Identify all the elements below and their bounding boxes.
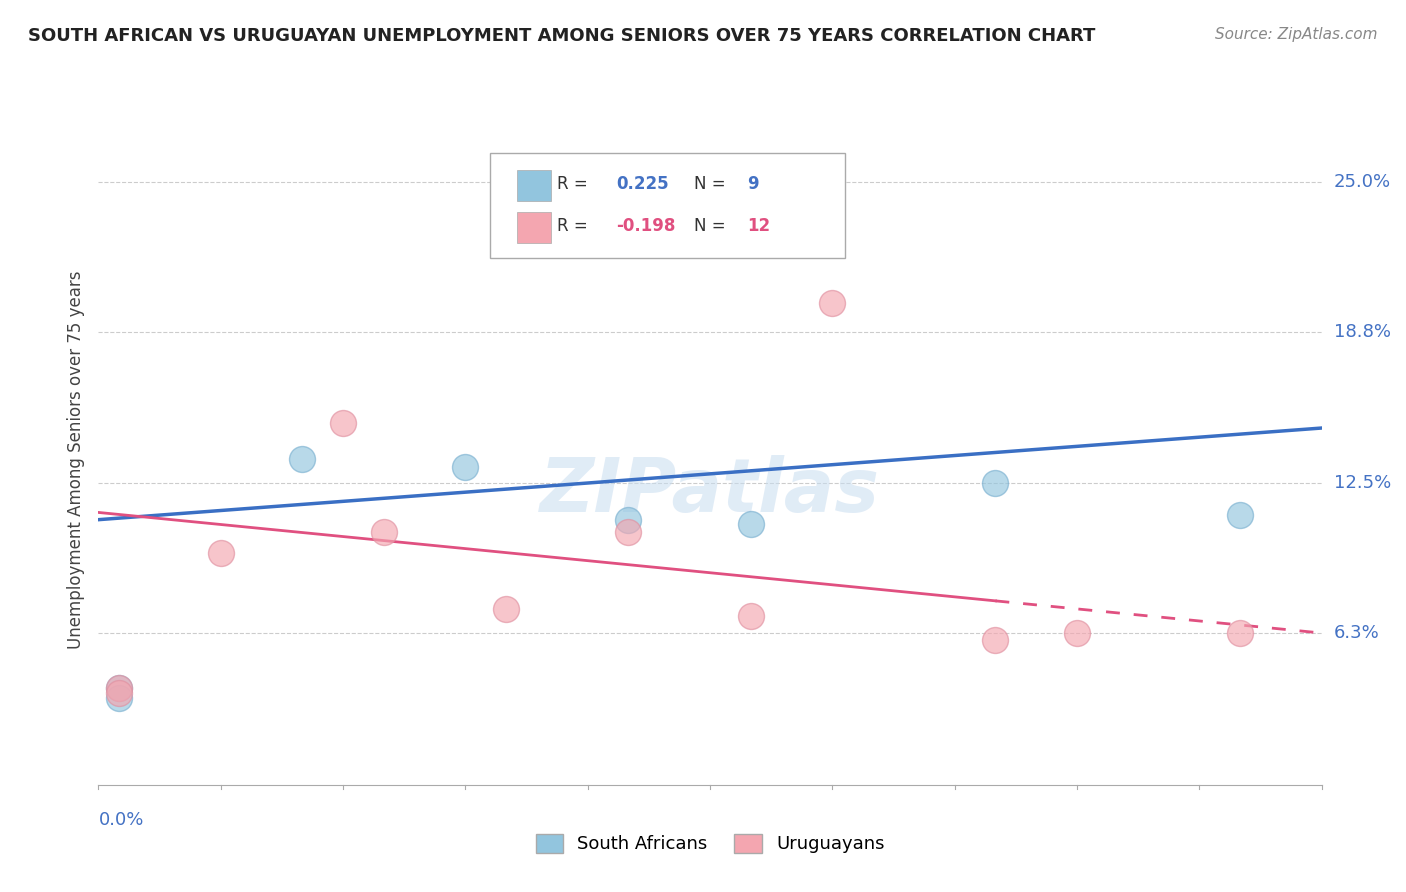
Point: [108, 681, 131, 696]
Text: 0.225: 0.225: [616, 176, 668, 194]
Point: [108, 686, 131, 700]
Point: [984, 633, 1007, 648]
Text: 18.8%: 18.8%: [1334, 323, 1391, 341]
Text: Source: ZipAtlas.com: Source: ZipAtlas.com: [1215, 27, 1378, 42]
Point: [454, 459, 477, 474]
Text: R =: R =: [557, 176, 593, 194]
Point: [108, 681, 131, 696]
Text: 25.0%: 25.0%: [1334, 173, 1391, 191]
Point: [821, 295, 844, 310]
Point: [1066, 626, 1088, 640]
Point: [291, 452, 314, 467]
Point: [495, 602, 517, 616]
Point: [984, 476, 1007, 491]
Point: [740, 517, 762, 532]
Text: 12.5%: 12.5%: [1334, 475, 1391, 492]
Point: [209, 546, 232, 560]
Text: R =: R =: [557, 218, 593, 235]
Text: N =: N =: [695, 218, 731, 235]
Text: 0.0%: 0.0%: [98, 811, 143, 829]
Point: [1229, 626, 1251, 640]
Point: [332, 416, 354, 430]
Text: SOUTH AFRICAN VS URUGUAYAN UNEMPLOYMENT AMONG SENIORS OVER 75 YEARS CORRELATION : SOUTH AFRICAN VS URUGUAYAN UNEMPLOYMENT …: [28, 27, 1095, 45]
Point: [373, 524, 395, 539]
FancyBboxPatch shape: [517, 170, 551, 201]
FancyBboxPatch shape: [489, 153, 845, 258]
Point: [740, 609, 762, 624]
Text: N =: N =: [695, 176, 731, 194]
Text: 6.3%: 6.3%: [1334, 624, 1379, 642]
FancyBboxPatch shape: [517, 212, 551, 243]
Text: 12: 12: [747, 218, 770, 235]
Point: [617, 513, 640, 527]
Legend: South Africans, Uruguayans: South Africans, Uruguayans: [529, 827, 891, 861]
Point: [1229, 508, 1251, 522]
Text: -0.198: -0.198: [616, 218, 675, 235]
Point: [617, 524, 640, 539]
Point: [108, 691, 131, 706]
Y-axis label: Unemployment Among Seniors over 75 years: Unemployment Among Seniors over 75 years: [66, 270, 84, 648]
Text: ZIPatlas: ZIPatlas: [540, 456, 880, 528]
Text: 9: 9: [747, 176, 758, 194]
